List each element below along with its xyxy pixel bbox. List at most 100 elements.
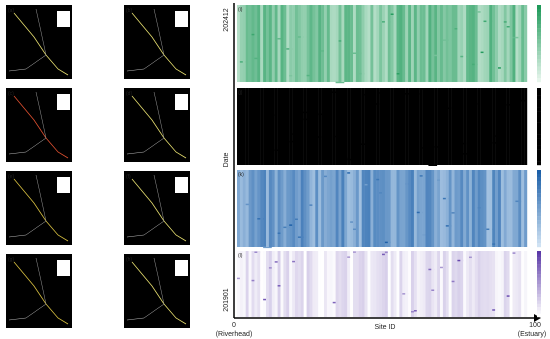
- heatmap-stripe: [373, 5, 377, 82]
- heatmap-stripe: [469, 170, 473, 247]
- heatmap-stripe: [350, 251, 354, 317]
- heatmap-stripe: [431, 5, 435, 82]
- panel-label: (b): [126, 8, 132, 14]
- heatmap-stripe: [370, 251, 374, 317]
- heatmap-stripe: [492, 251, 496, 317]
- colorbar-step: [537, 5, 541, 10]
- heatmap-stripe: [489, 5, 493, 82]
- colorbar-step: [537, 20, 541, 25]
- river: [35, 91, 47, 139]
- colorbar-step: [537, 227, 541, 232]
- colorbar-step: [537, 189, 541, 194]
- colorbar-step: [537, 28, 541, 33]
- heatmap-stripe: [300, 88, 304, 165]
- heatmap-stripe: [373, 251, 377, 317]
- heatmap-stripe: [509, 170, 513, 247]
- heatmap-stripe: [399, 251, 403, 317]
- heatmap-stripe: [335, 170, 339, 247]
- heatmap-stripe: [335, 88, 339, 165]
- x-end: 100: [529, 322, 541, 329]
- heatmap-stripe: [326, 88, 330, 165]
- heatmap-stripe: [274, 88, 278, 165]
- heatmap-stripe: [350, 5, 354, 82]
- heatmap-stripe: [341, 170, 345, 247]
- river: [35, 174, 47, 222]
- heatmap-stripe: [460, 251, 464, 317]
- heatmap-stripe: [283, 251, 287, 317]
- river: [8, 54, 47, 72]
- heatmap-stripe: [503, 170, 507, 247]
- heatmap-stripe: [431, 170, 435, 247]
- heatmap-stripe: [521, 251, 525, 317]
- heatmap-stripe: [344, 251, 348, 317]
- heatmap-stripe: [379, 5, 383, 82]
- heatmap-stripe: [411, 170, 415, 247]
- heatmap-stripe: [477, 5, 481, 82]
- heatmap-stripe: [396, 5, 400, 82]
- heatmap-stripe: [361, 170, 365, 247]
- heatmap-stripe: [239, 88, 243, 165]
- river: [126, 220, 165, 238]
- colorbar-step: [537, 303, 541, 308]
- heatmap-stripe: [338, 251, 342, 317]
- heatmap-stripe: [428, 5, 432, 82]
- heatmap-stripe: [457, 5, 461, 82]
- heatmap-stripe: [518, 170, 522, 247]
- heatmap-stripe: [295, 5, 299, 82]
- heatmap-stripe: [387, 88, 391, 165]
- heatmap-stripe: [344, 88, 348, 165]
- heatmap-stripe: [286, 170, 290, 247]
- colorbar-step: [537, 122, 541, 127]
- heatmap-stripe: [434, 5, 438, 82]
- heatmap-stripe: [500, 88, 504, 165]
- heatmap-stripe: [382, 88, 386, 165]
- heatmap-stripe: [408, 5, 412, 82]
- heatmap-stripe: [297, 5, 301, 82]
- legend-box: [57, 260, 70, 276]
- heatmap-stripe: [242, 5, 246, 82]
- heatmap-stripe: [292, 170, 296, 247]
- heatmap-stripe: [309, 251, 313, 317]
- heatmap-stripe: [498, 5, 502, 82]
- heatmap-stripe: [324, 170, 328, 247]
- heatmap-stripe: [451, 251, 455, 317]
- heatmap-stripe: [408, 88, 412, 165]
- heatmap-stripe: [332, 5, 336, 82]
- heatmap-stripe: [370, 88, 374, 165]
- colorbar-step: [537, 161, 541, 166]
- heatmap-stripe: [379, 170, 383, 247]
- colorbar-step: [537, 212, 541, 217]
- heatmap-stripe: [396, 88, 400, 165]
- heatmap-stripe: [413, 170, 417, 247]
- heatmap-stripe: [271, 88, 275, 165]
- legend-box: [175, 260, 188, 276]
- heatmap-stripe: [512, 88, 516, 165]
- colorbar-step: [537, 118, 541, 123]
- river: [8, 220, 47, 238]
- river: [131, 261, 187, 325]
- heatmap-stripe: [471, 5, 475, 82]
- x-end-note: (Estuary): [518, 331, 546, 338]
- colorbar-step: [537, 88, 541, 93]
- heatmap-stripe: [460, 88, 464, 165]
- heatmap-stripe: [263, 5, 267, 82]
- heatmap-stripe: [251, 88, 255, 165]
- heatmap-stripe: [506, 170, 510, 247]
- heatmap-stripe: [518, 251, 522, 317]
- heatmap-stripe: [361, 5, 365, 82]
- heatmap-stripe: [295, 251, 299, 317]
- heatmap-stripe: [315, 251, 319, 317]
- heatmap-stripe: [318, 170, 322, 247]
- colorbar-step: [537, 62, 541, 67]
- heatmap-stripe: [471, 88, 475, 165]
- colorbar-step: [537, 170, 541, 175]
- heatmap-stripe: [358, 5, 362, 82]
- y-label: Date: [223, 153, 230, 168]
- colorbar-step: [537, 51, 541, 56]
- heatmap-stripe: [445, 5, 449, 82]
- heatmap-stripe: [451, 170, 455, 247]
- heatmap-stripe: [489, 170, 493, 247]
- heatmap-stripe: [286, 251, 290, 317]
- heatmap-stripe: [280, 170, 284, 247]
- heatmap-stripe: [431, 251, 435, 317]
